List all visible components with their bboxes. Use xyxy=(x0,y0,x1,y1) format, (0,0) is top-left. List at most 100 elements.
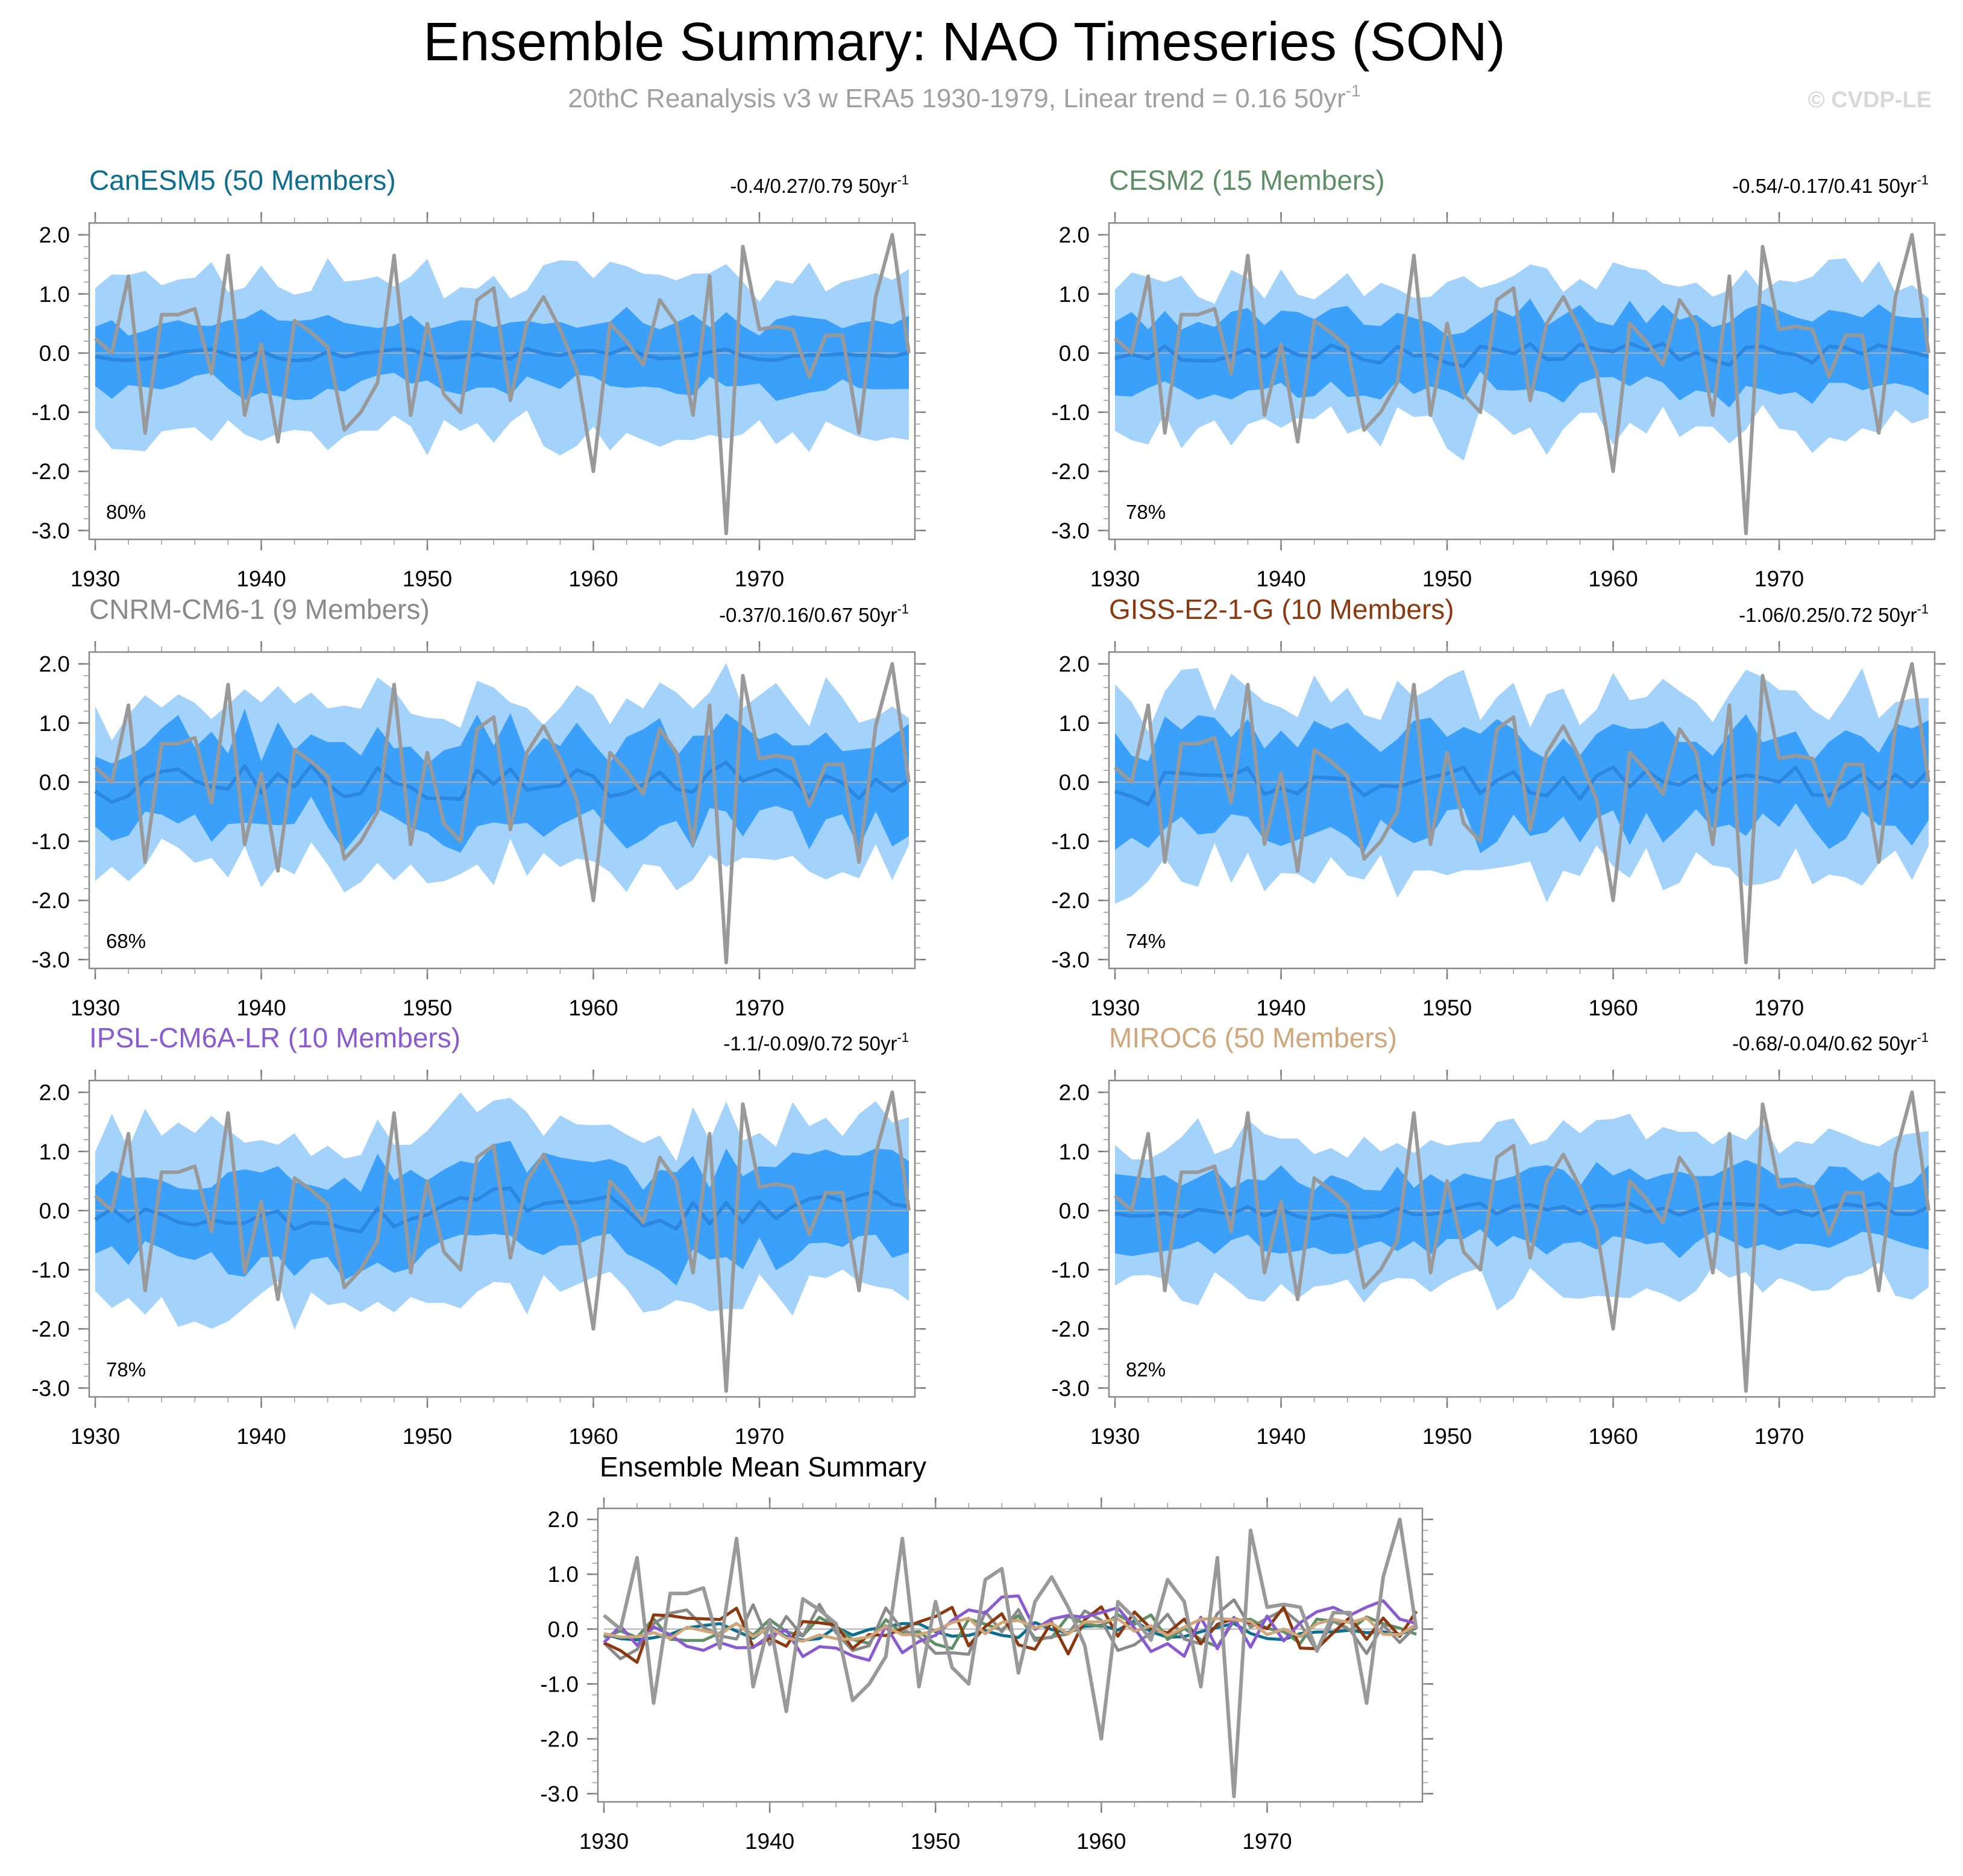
panel-cnrm-cm6-1-xtick-label: 1960 xyxy=(568,996,618,1020)
panel-giss-e2-1-g-frame xyxy=(1108,651,1936,970)
summary-ytick-label: -2.0 xyxy=(540,1727,579,1751)
panel-cnrm-cm6-1-xtick-label: 1940 xyxy=(236,996,286,1020)
subtitle-base: 20thC Reanalysis v3 w ERA5 1930-1979, Li… xyxy=(568,84,1345,113)
panel-cnrm-cm6-1-ytick-label: 2.0 xyxy=(39,652,70,677)
panel-cesm2-percent-label: 78% xyxy=(1126,501,1166,523)
panel-ipsl-cm6a-lr-observation-line xyxy=(94,1090,911,1393)
panel-ipsl-cm6a-lr-ytick-label: 2.0 xyxy=(39,1081,70,1105)
panel-canesm5-xtick-label: 1940 xyxy=(236,566,286,591)
panel-canesm5-xtick-label: 1970 xyxy=(735,566,784,591)
summary-xtick-label: 1930 xyxy=(579,1829,629,1854)
panel-cnrm-cm6-1-observation-line xyxy=(94,662,911,965)
panel-cesm2-xtick-label: 1960 xyxy=(1588,566,1638,591)
panel-ipsl-cm6a-lr-ytick-label: -2.0 xyxy=(31,1317,70,1341)
panel-giss-e2-1-g-trend-value: -1.06/0.25/0.72 50yr xyxy=(1739,604,1917,626)
summary-line-ipsl-cm6a-lr xyxy=(603,1594,1417,1662)
panel-cesm2-trend: -0.54/-0.17/0.41 50yr-1 xyxy=(1732,172,1929,197)
panel-cesm2-xtick-label: 1950 xyxy=(1422,566,1472,591)
panel-miroc6-ytick-label: 2.0 xyxy=(1059,1081,1090,1105)
panel-ipsl-cm6a-lr-xtick-label: 1960 xyxy=(568,1424,618,1449)
panel-canesm5-ytick-label: 0.0 xyxy=(39,341,70,366)
main-title: Ensemble Summary: NAO Timeseries (SON) xyxy=(423,12,1505,72)
summary-observation-line xyxy=(603,1517,1418,1798)
panel-giss-e2-1-g-xtick-label: 1930 xyxy=(1090,996,1140,1020)
panel-ipsl-cm6a-lr-ytick-label: 1.0 xyxy=(39,1140,70,1164)
panel-ipsl-cm6a-lr-frame xyxy=(88,1079,916,1398)
panel-giss-e2-1-g-ytick-label: -1.0 xyxy=(1051,829,1090,854)
panel-cnrm-cm6-1-ytick-label: -1.0 xyxy=(31,829,70,854)
panel-ipsl-cm6a-lr-percent-label: 78% xyxy=(106,1358,146,1381)
panel-ipsl-cm6a-lr-trend-exp: -1 xyxy=(897,1030,909,1045)
panel-ipsl-cm6a-lr-trend: -1.1/-0.09/0.72 50yr-1 xyxy=(723,1030,909,1055)
panel-miroc6-trend: -0.68/-0.04/0.62 50yr-1 xyxy=(1732,1030,1929,1055)
panel-cnrm-cm6-1-xtick-label: 1930 xyxy=(71,996,120,1020)
panel-miroc6-ytick-label: 1.0 xyxy=(1059,1140,1090,1164)
panel-canesm5-ytick-label: 1.0 xyxy=(39,282,70,307)
panel-canesm5-ytick-label: -3.0 xyxy=(31,518,70,543)
panel-cnrm-cm6-1-ytick-label: 0.0 xyxy=(39,770,70,795)
panel-ipsl-cm6a-lr-xtick-label: 1940 xyxy=(236,1424,286,1449)
panel-cesm2-trend-value: -0.54/-0.17/0.41 50yr xyxy=(1732,175,1917,197)
panel-cesm2-xtick-label: 1930 xyxy=(1090,566,1140,591)
panel-giss-e2-1-g-trend-exp: -1 xyxy=(1917,601,1929,616)
panel-giss-e2-1-g-ytick-label: 0.0 xyxy=(1059,770,1090,795)
watermark: © CVDP-LE xyxy=(1808,87,1932,113)
panel-canesm5-xtick-label: 1930 xyxy=(71,566,120,591)
summary-xtick-label: 1960 xyxy=(1076,1829,1126,1854)
panel-miroc6-ytick-label: 0.0 xyxy=(1059,1199,1090,1223)
panel-giss-e2-1-g-xtick-label: 1940 xyxy=(1256,996,1305,1020)
panel-ipsl-cm6a-lr-xtick-label: 1970 xyxy=(735,1424,784,1449)
panel-miroc6-xtick-label: 1930 xyxy=(1090,1424,1140,1449)
panel-miroc6-frame xyxy=(1108,1079,1936,1398)
subtitle-exp: -1 xyxy=(1346,81,1361,100)
panel-ipsl-cm6a-lr-xtick-label: 1950 xyxy=(403,1424,452,1449)
panel-miroc6-observation-line xyxy=(1114,1090,1930,1393)
panel-miroc6-xtick-label: 1940 xyxy=(1256,1424,1305,1449)
panel-ipsl-cm6a-lr-xtick-label: 1930 xyxy=(71,1424,120,1449)
panel-cnrm-cm6-1-trend: -0.37/0.16/0.67 50yr-1 xyxy=(719,601,909,626)
panel-canesm5-ytick-label: -2.0 xyxy=(31,459,70,484)
panel-giss-e2-1-g-percent-label: 74% xyxy=(1126,930,1166,952)
panel-cnrm-cm6-1-percent-label: 68% xyxy=(106,930,146,952)
panel-cesm2-observation-line xyxy=(1114,233,1930,536)
subtitle: 20thC Reanalysis v3 w ERA5 1930-1979, Li… xyxy=(568,81,1360,113)
summary-xtick-label: 1950 xyxy=(911,1829,960,1854)
panel-canesm5-xtick-label: 1960 xyxy=(568,566,618,591)
panel-cesm2-xtick-label: 1940 xyxy=(1256,566,1305,591)
panel-canesm5-trend-exp: -1 xyxy=(897,172,909,187)
panel-giss-e2-1-g-ytick-label: -2.0 xyxy=(1051,888,1090,913)
panel-cnrm-cm6-1-xtick-label: 1970 xyxy=(735,996,784,1020)
panel-cnrm-cm6-1-title: CNRM-CM6-1 (9 Members) xyxy=(89,594,430,625)
panel-miroc6-percent-label: 82% xyxy=(1126,1358,1166,1381)
panel-cesm2-ytick-label: 2.0 xyxy=(1059,223,1090,248)
panel-giss-e2-1-g-xtick-label: 1970 xyxy=(1754,996,1804,1020)
summary-ytick-label: 2.0 xyxy=(548,1507,579,1532)
panel-cnrm-cm6-1-trend-value: -0.37/0.16/0.67 50yr xyxy=(719,604,897,626)
panel-giss-e2-1-g-ytick-label: 1.0 xyxy=(1059,711,1090,736)
summary-ytick-label: -3.0 xyxy=(540,1781,579,1806)
panel-giss-e2-1-g-trend: -1.06/0.25/0.72 50yr-1 xyxy=(1739,601,1929,626)
panel-miroc6-ytick-label: -2.0 xyxy=(1051,1317,1090,1341)
panel-cesm2-xtick-label: 1970 xyxy=(1754,566,1804,591)
panel-cesm2-ytick-label: 1.0 xyxy=(1059,282,1090,307)
panel-canesm5-trend: -0.4/0.27/0.79 50yr-1 xyxy=(730,172,909,197)
panel-miroc6-xtick-label: 1970 xyxy=(1754,1424,1804,1449)
panel-giss-e2-1-g-title: GISS-E2-1-G (10 Members) xyxy=(1109,594,1454,625)
panel-canesm5-xtick-label: 1950 xyxy=(403,566,452,591)
panel-cnrm-cm6-1-ytick-label: -2.0 xyxy=(31,888,70,913)
panel-cesm2-title: CESM2 (15 Members) xyxy=(1109,165,1385,196)
panel-cesm2-ytick-label: -3.0 xyxy=(1051,518,1090,543)
panel-cesm2-trend-exp: -1 xyxy=(1917,172,1929,187)
panel-canesm5-ytick-label: -1.0 xyxy=(31,400,70,425)
panel-miroc6-ytick-label: -1.0 xyxy=(1051,1258,1090,1282)
panel-canesm5-frame xyxy=(88,222,916,541)
panel-ipsl-cm6a-lr-ytick-label: 0.0 xyxy=(39,1199,70,1223)
